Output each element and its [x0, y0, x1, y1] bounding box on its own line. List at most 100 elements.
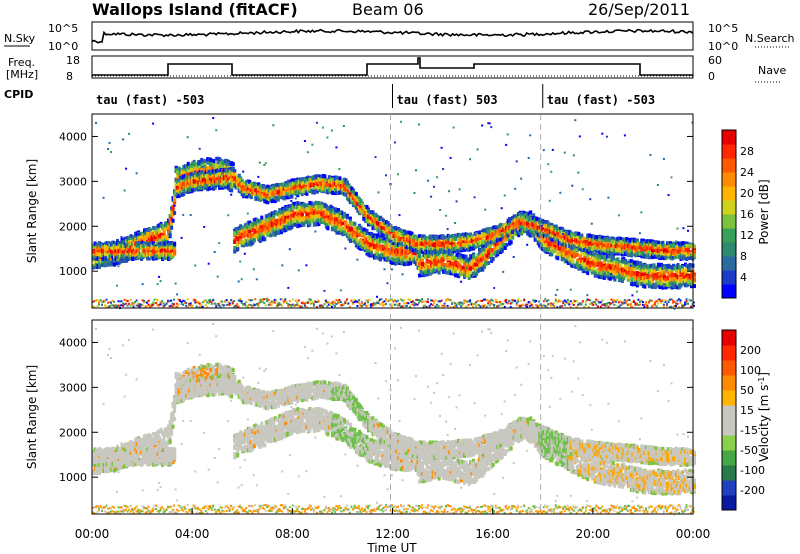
power-cell	[323, 303, 326, 306]
power-cell	[174, 282, 177, 285]
nave-label: Nave	[758, 64, 786, 77]
power-cell	[230, 193, 233, 196]
power-cell	[311, 143, 314, 146]
power-cell	[213, 302, 216, 305]
power-cell	[264, 162, 267, 165]
power-cell	[440, 299, 443, 302]
power-cell	[110, 301, 112, 304]
power-cell	[155, 302, 158, 304]
power-cell	[107, 259, 110, 264]
power-cell	[237, 280, 240, 283]
power-cell	[309, 298, 312, 301]
power-cell	[158, 275, 161, 278]
power-cell	[125, 302, 128, 305]
power-cell	[436, 176, 439, 179]
power-cell	[189, 214, 192, 216]
power-cell	[186, 136, 189, 139]
power-cell	[376, 233, 379, 238]
power-cell	[252, 238, 256, 243]
power-cell	[385, 303, 387, 305]
power-cell	[367, 301, 369, 304]
power-cell	[448, 190, 451, 193]
power-cell	[422, 300, 425, 303]
power-cell	[182, 213, 185, 216]
power-cell	[98, 301, 100, 304]
power-cell	[394, 141, 396, 144]
power-cell	[439, 209, 442, 211]
power-cell	[385, 298, 387, 301]
power-cell	[233, 300, 236, 302]
power-cell	[321, 126, 324, 129]
power-cell	[266, 231, 270, 236]
power-cell	[170, 225, 174, 230]
power-cell	[391, 298, 393, 301]
power-cell	[176, 293, 179, 296]
date-title: 26/Sep/2011	[588, 0, 690, 19]
power-cell	[237, 305, 240, 308]
power-panel	[91, 113, 694, 309]
power-cell	[173, 303, 176, 306]
power-cell	[347, 302, 350, 305]
power-cell	[342, 125, 345, 127]
power-cell	[323, 174, 327, 179]
power-cell	[339, 289, 342, 292]
power-cell	[105, 298, 108, 301]
power-cell	[123, 189, 126, 192]
power-cell	[216, 275, 219, 278]
power-cell	[443, 305, 446, 307]
power-cell	[320, 204, 324, 209]
power-cell	[407, 302, 410, 305]
power-cell	[249, 244, 252, 247]
power-cell	[209, 298, 212, 301]
power-cell	[293, 222, 297, 227]
power-cell	[433, 302, 436, 305]
power-cell	[173, 250, 177, 255]
power-cell	[201, 305, 204, 308]
beam-title: Beam 06	[352, 0, 424, 19]
power-cell	[305, 264, 308, 267]
power-cell	[297, 299, 300, 302]
power-cell	[191, 305, 194, 308]
power-cell	[270, 303, 273, 306]
power-cell	[442, 168, 445, 170]
power-cell	[189, 302, 192, 305]
power-cell	[281, 298, 284, 301]
power-cell	[427, 298, 430, 301]
power-cell	[377, 191, 380, 194]
power-cell	[95, 300, 97, 303]
freq-tick-top: 18	[66, 54, 80, 67]
nsky-label: N.Sky	[4, 32, 36, 45]
power-cell	[203, 164, 207, 169]
cpid-segments: tau (fast) -503 tau (fast) 503 tau (fast) …	[96, 84, 655, 108]
power-cell	[400, 120, 402, 123]
power-cell	[267, 299, 270, 301]
power-cell	[252, 268, 255, 271]
power-cell	[105, 305, 108, 308]
power-cell	[99, 299, 102, 302]
power-cell	[255, 278, 258, 281]
power-cell	[243, 302, 246, 305]
power-cell	[317, 300, 320, 303]
power-cell	[281, 264, 284, 267]
power-cell	[221, 300, 224, 303]
power-cell	[445, 214, 448, 217]
power-cell	[129, 234, 133, 239]
power-cell	[110, 151, 112, 153]
power-cell	[171, 218, 175, 223]
freq-label-line2: [MHz]	[6, 68, 38, 81]
power-cell	[357, 301, 360, 304]
power-cell	[165, 302, 168, 305]
power-cell	[437, 305, 440, 308]
power-cell	[409, 261, 412, 266]
power-cell	[257, 305, 260, 307]
power-cell	[317, 201, 321, 205]
power-cell	[246, 212, 249, 215]
power-cell	[218, 242, 221, 245]
power-cell	[159, 280, 162, 283]
power-cell	[404, 230, 408, 235]
power-cell	[146, 301, 149, 304]
power-cell	[305, 203, 309, 208]
power-cell	[446, 228, 449, 231]
power-cell	[335, 213, 339, 218]
freq-panel	[91, 55, 694, 79]
